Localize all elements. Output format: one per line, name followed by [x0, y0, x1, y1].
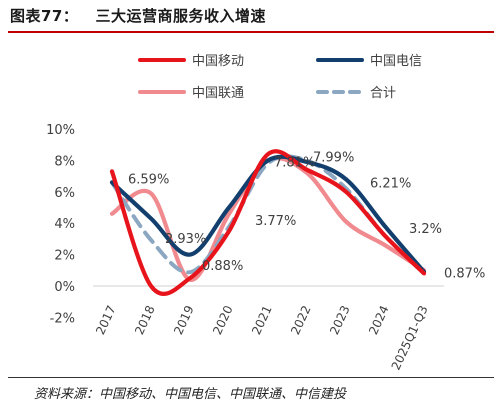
legend-label-3: 合计 — [370, 86, 396, 101]
source-note: 资料来源：中国移动、中国电信、中国联通、中信建投 — [34, 387, 347, 402]
x-tick-label: 2021 — [249, 303, 275, 337]
data-label: 7.81% — [274, 155, 315, 170]
x-tick-label: 2017 — [93, 303, 119, 337]
data-label: 3.77% — [255, 214, 296, 229]
y-tick-label: -2% — [50, 311, 75, 326]
data-label: 0.88% — [202, 259, 243, 274]
y-tick-label: 10% — [46, 123, 75, 138]
x-tick-label: 2024 — [366, 303, 392, 337]
data-label: 3.2% — [409, 222, 442, 237]
source-divider — [8, 377, 494, 378]
data-label: 2.93% — [165, 232, 206, 247]
y-tick-label: 8% — [54, 154, 75, 169]
x-tick-label: 2018 — [132, 303, 158, 337]
x-tick-label: 2019 — [171, 303, 197, 337]
title-divider — [8, 31, 494, 33]
x-tick-label: 2023 — [327, 303, 353, 337]
x-tick-label: 2022 — [288, 303, 314, 337]
figure-title: 图表77： 三大运营商服务收入增速 — [10, 7, 267, 25]
y-tick-label: 0% — [54, 280, 75, 295]
y-tick-label: 2% — [54, 249, 75, 264]
y-tick-label: 6% — [54, 186, 75, 201]
series-line-0 — [109, 149, 427, 296]
data-label: 6.21% — [370, 177, 411, 192]
legend-label-1: 中国电信 — [370, 54, 422, 69]
series-line-1 — [109, 154, 427, 274]
data-label: 6.59% — [128, 173, 169, 188]
legend-label-0: 中国移动 — [192, 54, 244, 69]
data-label: 7.99% — [313, 151, 354, 166]
data-label: 0.87% — [444, 266, 485, 281]
legend-label-2: 中国联通 — [192, 86, 244, 101]
figure-header: 图表77： 三大运营商服务收入增速 — [0, 0, 500, 34]
x-tick-label: 2020 — [210, 303, 236, 337]
x-tick-label: 2025Q1-Q3 — [389, 303, 431, 372]
y-tick-label: 4% — [54, 217, 75, 232]
